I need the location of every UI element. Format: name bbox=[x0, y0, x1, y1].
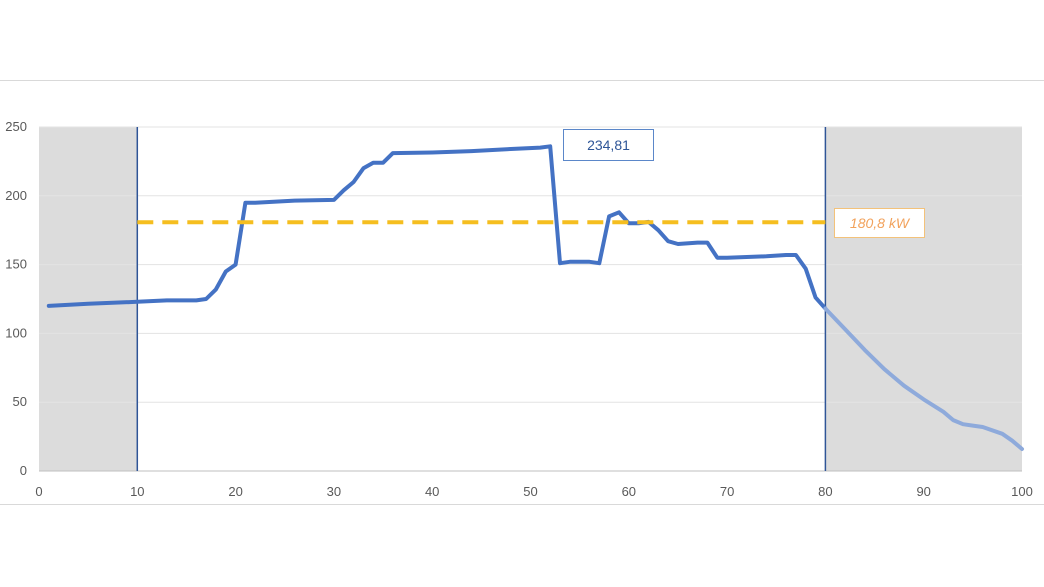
x-tick-label-80: 80 bbox=[818, 484, 832, 499]
y-tick-label-100: 100 bbox=[5, 325, 27, 340]
x-tick-label-30: 30 bbox=[327, 484, 341, 499]
y-tick-label-50: 50 bbox=[13, 394, 27, 409]
shaded-range-0 bbox=[39, 127, 138, 471]
x-tick-label-10: 10 bbox=[130, 484, 144, 499]
peak-value-label: 234,81 bbox=[563, 129, 654, 161]
y-tick-label-0: 0 bbox=[20, 463, 27, 478]
x-tick-label-20: 20 bbox=[228, 484, 242, 499]
shaded-range-1 bbox=[825, 127, 1022, 471]
x-tick-label-100: 100 bbox=[1011, 484, 1033, 499]
x-tick-label-0: 0 bbox=[35, 484, 42, 499]
x-tick-label-50: 50 bbox=[523, 484, 537, 499]
series-line-0 bbox=[46, 144, 828, 311]
y-tick-label-150: 150 bbox=[5, 257, 27, 272]
x-tick-label-60: 60 bbox=[622, 484, 636, 499]
series-line-1 bbox=[823, 306, 1024, 451]
average-power-label: 180,8 kW bbox=[834, 208, 925, 238]
y-tick-label-250: 250 bbox=[5, 119, 27, 134]
x-tick-label-90: 90 bbox=[916, 484, 930, 499]
x-tick-label-40: 40 bbox=[425, 484, 439, 499]
y-tick-label-200: 200 bbox=[5, 188, 27, 203]
power-curve-chart: 0 50 100 150 200 250 0 10 20 30 40 50 60 70 80 90 100 bbox=[5, 119, 1033, 499]
x-tick-label-70: 70 bbox=[720, 484, 734, 499]
chart-frame: 0 50 100 150 200 250 0 10 20 30 40 50 60 70 80 90 100 bbox=[0, 80, 1044, 505]
